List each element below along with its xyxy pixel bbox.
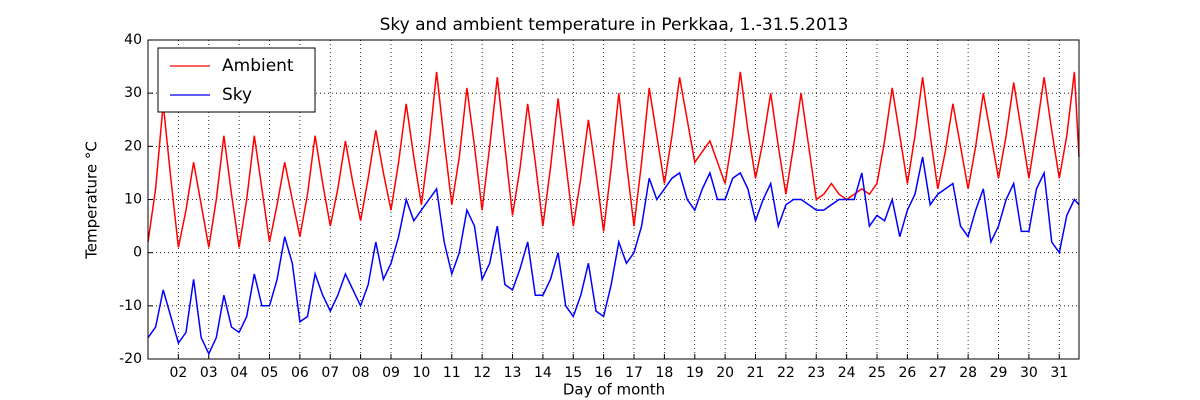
y-tick-label: -20	[119, 351, 142, 367]
x-tick-label: 24	[838, 365, 856, 381]
x-tick-label: 04	[230, 365, 248, 381]
x-tick-label: 23	[807, 365, 825, 381]
chart-title: Sky and ambient temperature in Perkkaa, …	[380, 15, 849, 35]
plot-frame	[147, 39, 1080, 360]
legend-box	[157, 47, 316, 113]
x-tick-label: 25	[868, 365, 886, 381]
x-tick-label: 13	[504, 365, 522, 381]
x-tick-label: 08	[352, 365, 370, 381]
x-tick-label: 17	[625, 365, 643, 381]
x-tick-label: 07	[321, 365, 339, 381]
x-tick-label: 03	[200, 365, 218, 381]
legend-label: Ambient	[222, 56, 294, 76]
x-tick-label: 27	[929, 365, 947, 381]
x-tick-label: 14	[534, 365, 552, 381]
y-tick-label: 20	[124, 138, 142, 154]
x-tick-label: 28	[959, 365, 977, 381]
x-tick-label: 22	[777, 365, 795, 381]
y-tick-label: 40	[124, 32, 142, 48]
x-tick-label: 20	[716, 365, 734, 381]
x-tick-label: 06	[291, 365, 309, 381]
x-tick-label: 11	[443, 365, 461, 381]
y-axis-label: Temperature °C	[83, 141, 101, 260]
x-tick-label: 05	[261, 365, 279, 381]
x-tick-label: 31	[1050, 365, 1068, 381]
legend-label: Sky	[222, 85, 252, 105]
y-tick-label: 0	[133, 245, 142, 261]
data-line	[147, 156, 1080, 356]
x-tick-label: 26	[898, 365, 916, 381]
y-tick-label: 10	[124, 192, 142, 208]
x-tick-label: 16	[595, 365, 613, 381]
x-tick-label: 19	[686, 365, 704, 381]
x-tick-label: 30	[1020, 365, 1038, 381]
x-tick-label: 18	[655, 365, 673, 381]
x-tick-label: 21	[747, 365, 765, 381]
x-tick-label: 15	[564, 365, 582, 381]
x-tick-label: 09	[382, 365, 400, 381]
y-tick-label: -10	[119, 298, 142, 314]
x-tick-label: 10	[412, 365, 430, 381]
x-tick-label: 12	[473, 365, 491, 381]
data-line	[147, 71, 1080, 248]
x-axis-label: Day of month	[563, 381, 665, 399]
x-tick-label: 02	[169, 365, 187, 381]
x-tick-label: 29	[990, 365, 1008, 381]
y-tick-label: 30	[124, 85, 142, 101]
